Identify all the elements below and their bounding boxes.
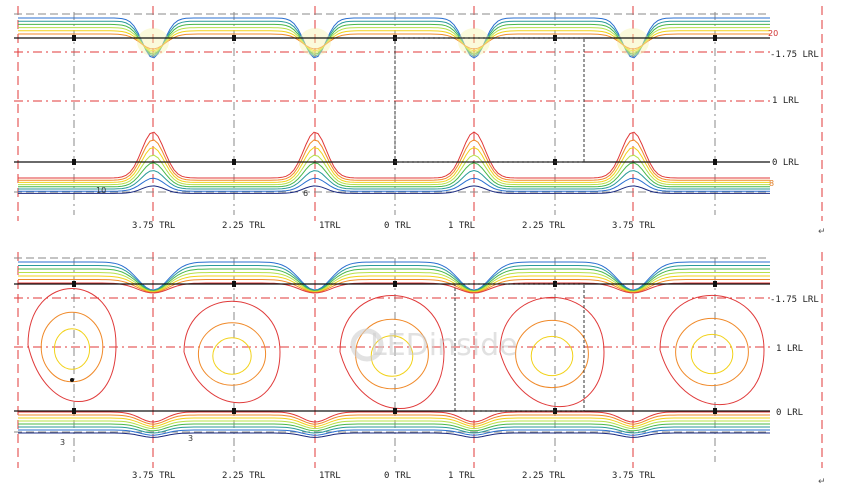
- isolux-contour: [515, 319, 589, 389]
- isolux-contour: [18, 154, 770, 186]
- isolux-contour: [339, 294, 445, 410]
- bottom-y-axis-labels: -1.75 LRL 1 LRL 0 LRL: [770, 295, 819, 418]
- luminaire-marker: [72, 35, 76, 41]
- top-x-label: 2.25 TRL: [222, 221, 265, 231]
- bottom-y-label: 0 LRL: [776, 408, 803, 418]
- luminaire-marker: [232, 35, 236, 41]
- isolux-contour: [18, 131, 770, 179]
- top-x-label: 1 TRL: [448, 221, 475, 231]
- isolux-contour: [18, 420, 770, 430]
- top-x-label: 1TRL: [319, 221, 341, 231]
- luminaire-marker: [232, 159, 236, 165]
- isolux-contour: [197, 322, 267, 386]
- luminaire-marker: [72, 408, 76, 414]
- luminaire-marker: [713, 408, 717, 414]
- top-y-label: 0 LRL: [772, 158, 799, 168]
- luminaire-marker: [232, 281, 236, 287]
- top-grid: [14, 6, 823, 221]
- isolux-contour: [530, 335, 574, 377]
- isolux-contour: [18, 272, 770, 293]
- contour-value: 3: [188, 434, 193, 443]
- isolux-contour: [675, 317, 749, 387]
- top-x-label: 3.75 TRL: [612, 221, 655, 231]
- top-contour-value-labels: 20 10 6 8: [96, 29, 778, 198]
- isolux-contour: [18, 423, 770, 432]
- isolux-contour: [18, 432, 770, 438]
- watermark-logo: LEDinside: [370, 328, 518, 363]
- isolux-contour: [18, 261, 770, 291]
- isolux-contour: [18, 429, 770, 436]
- luminaire-marker: [393, 281, 397, 287]
- luminaire-marker: [72, 281, 76, 287]
- contour-value: 10: [96, 186, 106, 195]
- top-y-label: 1 LRL: [772, 96, 799, 106]
- bottom-x-label: 1 TRL: [448, 471, 475, 481]
- top-x-label: 3.75 TRL: [132, 221, 175, 231]
- top-road-lines: [14, 35, 770, 165]
- isolux-contour: [18, 162, 770, 188]
- contour-value: 8: [769, 179, 774, 188]
- bottom-x-axis-labels: 3.75 TRL 2.25 TRL 1TRL 0 TRL 1 TRL 2.25 …: [132, 471, 655, 481]
- isolux-contour: [53, 328, 91, 370]
- bottom-x-label: 2.25 TRL: [522, 471, 565, 481]
- bottom-contour-value-labels: 3 3: [60, 434, 193, 447]
- top-x-axis-labels: 3.75 TRL 2.25 TRL 1TRL 0 TRL 1 TRL 2.25 …: [132, 221, 655, 231]
- bottom-x-label: 0 TRL: [384, 471, 411, 481]
- contour-value: 20: [768, 29, 778, 38]
- top-x-label: 2.25 TRL: [522, 221, 565, 231]
- center-point-marker: [70, 378, 74, 382]
- return-mark: ↵: [818, 477, 826, 486]
- calculation-field: [394, 37, 585, 163]
- isolux-contour: [659, 294, 765, 406]
- contour-fill: [617, 28, 649, 56]
- bottom-y-label: 1 LRL: [776, 344, 803, 354]
- bottom-isolux-panel: LEDinside 3.75 TRL 2.25 TRL 1TRL 0 TRL 1…: [14, 252, 826, 486]
- top-y-axis-labels: -1.75 LRL 1 LRL 0 LRL: [770, 50, 819, 168]
- top-y-label: -1.75 LRL: [770, 50, 819, 60]
- bottom-y-label: -1.75 LRL: [770, 295, 819, 305]
- contour-fill: [458, 28, 490, 56]
- isolux-contour: [27, 287, 117, 402]
- contour-value: 6: [303, 189, 308, 198]
- luminaire-marker: [393, 408, 397, 414]
- bottom-x-label: 1TRL: [319, 471, 341, 481]
- luminaire-marker: [713, 281, 717, 287]
- contour-fill: [299, 28, 331, 56]
- isolux-contour: [212, 337, 252, 375]
- luminaire-marker: [713, 35, 717, 41]
- isolux-contour: [18, 275, 770, 293]
- isolux-contour: [18, 268, 770, 292]
- bottom-x-label: 2.25 TRL: [222, 471, 265, 481]
- bottom-road-lines: [14, 281, 770, 414]
- luminaire-marker: [72, 159, 76, 165]
- bottom-x-label: 3.75 TRL: [612, 471, 655, 481]
- isolux-contour: [18, 279, 770, 294]
- contour-value: 3: [60, 438, 65, 447]
- isolux-contour: [18, 417, 770, 427]
- bottom-x-label: 3.75 TRL: [132, 471, 175, 481]
- isolux-contour: [18, 177, 770, 192]
- top-contours: [18, 17, 770, 194]
- luminaire-marker: [713, 159, 717, 165]
- isolux-contour: [183, 300, 281, 403]
- return-mark: ↵: [818, 227, 826, 237]
- luminaire-marker: [232, 408, 236, 414]
- isolux-contour: [499, 296, 605, 408]
- isolux-contour: [18, 169, 770, 190]
- isolux-contour: [18, 426, 770, 434]
- bottom-contours: [18, 261, 770, 438]
- top-x-label: 0 TRL: [384, 221, 411, 231]
- isolux-contour: [18, 414, 770, 425]
- isolux-contour: [690, 333, 734, 375]
- isolux-contour: [18, 33, 770, 50]
- isolux-contour: [18, 185, 770, 194]
- top-isolux-panel: 3.75 TRL 2.25 TRL 1TRL 0 TRL 1 TRL 2.25 …: [14, 6, 826, 237]
- bottom-grid: [14, 252, 823, 468]
- watermark-logo-icon: [350, 328, 384, 362]
- isolux-contour: [18, 139, 770, 181]
- calculation-field: [454, 283, 585, 412]
- contour-fill: [137, 28, 169, 56]
